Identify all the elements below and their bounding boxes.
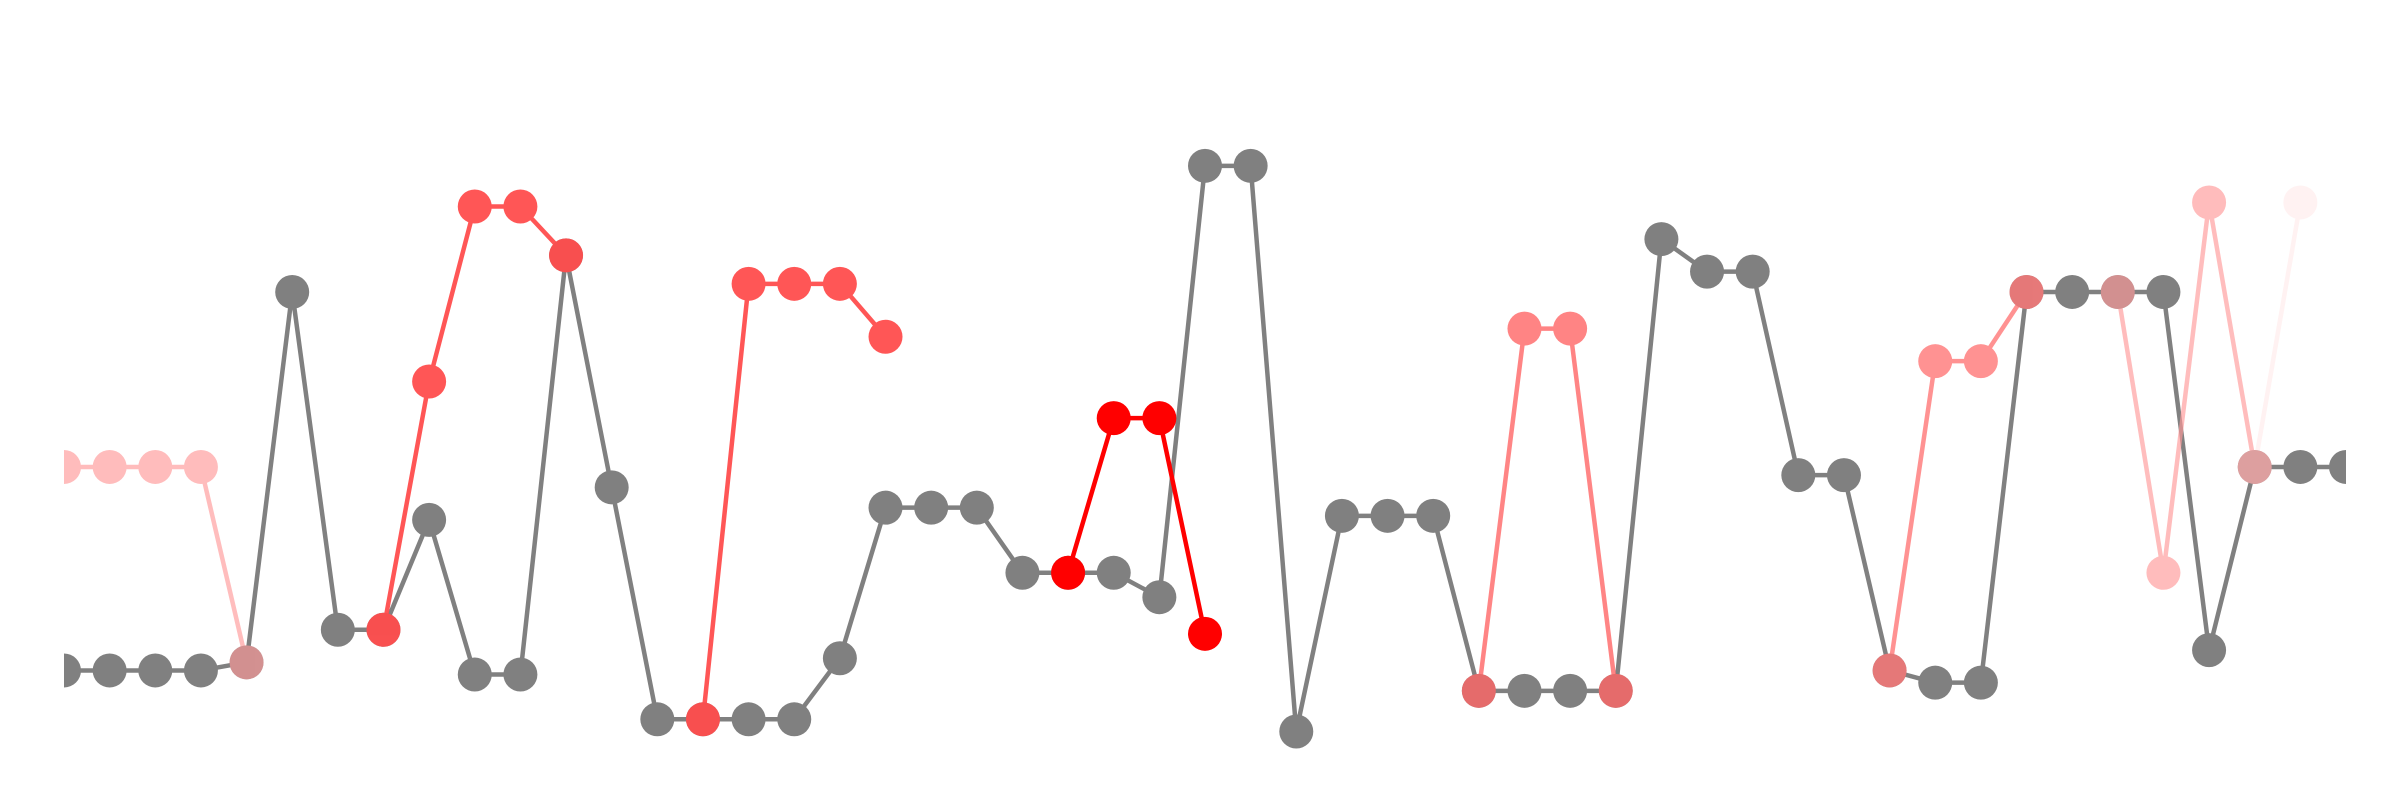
series-0-point-18 [868,490,903,525]
series-3-point-32 [1507,311,1542,346]
series-4-point-43 [2009,274,2044,309]
series-3-point-33 [1553,311,1588,346]
series-0-point-26 [1233,148,1268,183]
series-0-point-17 [822,641,857,676]
series-2-point-24 [1142,401,1177,436]
series-0-point-42 [1963,665,1998,700]
series-6-point-49 [2283,185,2318,220]
series-0-point-28 [1324,498,1359,533]
series-1 [366,189,903,737]
series-1-point-10 [503,189,538,224]
series-0-point-35 [1644,222,1679,257]
series-5-point-2 [138,449,173,484]
series-0-point-27 [1279,714,1314,749]
series-0-point-44 [2055,274,2090,309]
series-0-point-39 [1826,458,1861,493]
series-2 [1051,401,1222,651]
series-5-point-47 [2192,185,2227,220]
series-0-point-20 [959,490,994,525]
series-5 [64,185,2272,680]
series-0-point-37 [1735,254,1770,289]
series-1-point-8 [412,364,447,399]
series-5-point-0 [64,449,81,484]
series-0-point-1 [92,653,127,688]
series-layer [64,148,2346,749]
series-0-point-24 [1142,580,1177,615]
series-3-point-34 [1598,673,1633,708]
series-5-point-45 [2100,274,2135,309]
series-4-point-42 [1963,344,1998,379]
series-1-point-18 [868,319,903,354]
series-5-point-46 [2146,555,2181,590]
series-0-point-49 [2283,449,2318,484]
series-0-point-30 [1416,498,1451,533]
series-2-point-23 [1096,401,1131,436]
series-1-point-9 [457,189,492,224]
series-1-point-17 [822,266,857,301]
series-1-point-7 [366,612,401,647]
series-0-point-0 [64,653,81,688]
series-0-point-21 [1005,555,1040,590]
series-0-point-46 [2146,274,2181,309]
series-1-point-11 [549,238,584,273]
series-0-point-12 [594,470,629,505]
series-4-line-0 [1887,290,2029,671]
series-0-point-32 [1507,673,1542,708]
series-1-point-14 [685,702,720,737]
series-5-point-4 [229,645,264,680]
series-0-point-47 [2192,633,2227,668]
series-5-point-3 [183,449,218,484]
series-1-point-16 [777,266,812,301]
series-0-point-33 [1553,673,1588,708]
series-0-point-38 [1781,458,1816,493]
series-2-point-22 [1051,555,1086,590]
series-5-point-48 [2237,449,2272,484]
series-3-line-0 [1476,326,1618,692]
series-0-point-3 [183,653,218,688]
series-2-line-0 [1065,415,1208,635]
series-2-point-25 [1188,616,1222,651]
series-0-point-9 [457,657,492,692]
series-3 [1461,311,1633,708]
series-1-line-1 [700,281,888,720]
series-6 [2237,185,2318,484]
series-5-line-1 [2115,200,2257,576]
series-6-point-48 [2237,449,2272,484]
series-0-point-36 [1690,254,1725,289]
series-5-line-0 [64,464,249,663]
series-6-line-0 [2252,202,2303,468]
series-0-point-13 [640,702,675,737]
series-0-point-5 [275,274,310,309]
series-0-point-41 [1918,665,1953,700]
series-0-point-29 [1370,498,1405,533]
series-0 [64,148,2346,749]
series-4-point-41 [1918,344,1953,379]
series-0-point-15 [731,702,766,737]
series-3-point-31 [1461,673,1496,708]
series-0-point-10 [503,657,538,692]
series-0-point-8 [412,502,447,537]
series-0-point-19 [914,490,949,525]
series-0-point-23 [1096,555,1131,590]
series-5-point-1 [92,449,127,484]
series-0-point-2 [138,653,173,688]
series-0-point-6 [320,612,355,647]
series-0-point-25 [1188,148,1222,183]
series-0-point-50 [2329,449,2346,484]
series-4-point-40 [1872,653,1907,688]
series-4 [1872,274,2044,688]
series-1-point-15 [731,266,766,301]
series-0-point-16 [777,702,812,737]
